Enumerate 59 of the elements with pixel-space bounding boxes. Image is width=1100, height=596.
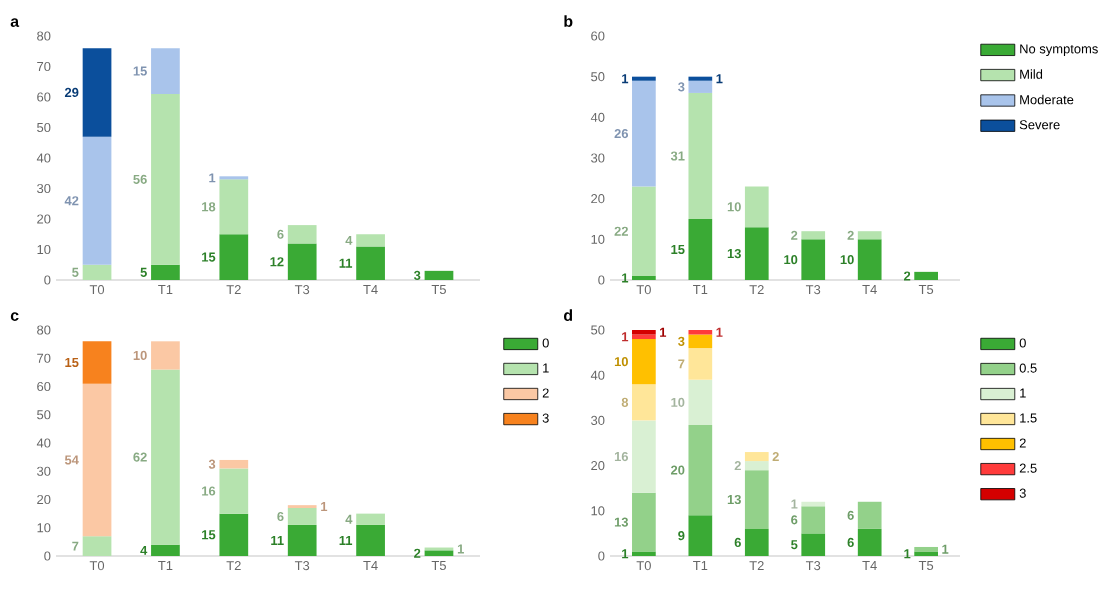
bar — [151, 369, 180, 545]
bar — [688, 348, 713, 380]
bar — [82, 136, 112, 265]
bar — [801, 231, 826, 240]
bar — [744, 528, 769, 556]
bar — [801, 506, 826, 534]
bar — [688, 334, 713, 349]
bar — [356, 524, 385, 556]
bar — [219, 513, 249, 556]
bar — [632, 339, 656, 385]
bar — [82, 383, 112, 537]
bar — [632, 80, 656, 187]
bar — [688, 515, 713, 556]
bar — [287, 524, 317, 556]
bar — [857, 528, 882, 556]
bar — [744, 186, 769, 228]
bar — [219, 179, 249, 235]
bar — [857, 239, 882, 280]
bar — [744, 470, 769, 529]
bar — [688, 92, 713, 219]
bar — [151, 544, 180, 556]
bar — [632, 186, 656, 276]
bar — [914, 546, 938, 552]
bar — [219, 234, 249, 280]
bar — [219, 459, 249, 469]
bar — [356, 234, 385, 247]
bar — [688, 379, 713, 425]
bar — [356, 513, 385, 525]
bar — [287, 507, 317, 525]
bar — [82, 341, 112, 384]
bar — [424, 550, 454, 556]
bar — [151, 341, 180, 370]
bar — [914, 271, 938, 280]
bar — [424, 270, 454, 280]
bar — [287, 243, 317, 280]
bar — [287, 225, 317, 244]
bar — [688, 80, 713, 93]
bar — [688, 424, 713, 516]
bar — [744, 227, 769, 280]
bar — [82, 48, 112, 137]
bar — [151, 264, 180, 280]
bar — [151, 93, 180, 265]
bar — [801, 533, 826, 556]
bar — [857, 501, 882, 529]
bar — [356, 246, 385, 280]
bar — [688, 219, 713, 280]
bar — [632, 334, 656, 340]
bar — [857, 231, 882, 240]
bar — [744, 452, 769, 462]
bar — [82, 264, 112, 280]
bar — [82, 536, 112, 556]
bar — [744, 461, 769, 471]
bar — [801, 239, 826, 280]
bar — [219, 468, 249, 514]
bar — [632, 384, 656, 421]
bar — [632, 492, 656, 552]
bar — [632, 420, 656, 493]
bar — [151, 48, 180, 94]
bar — [801, 501, 826, 507]
